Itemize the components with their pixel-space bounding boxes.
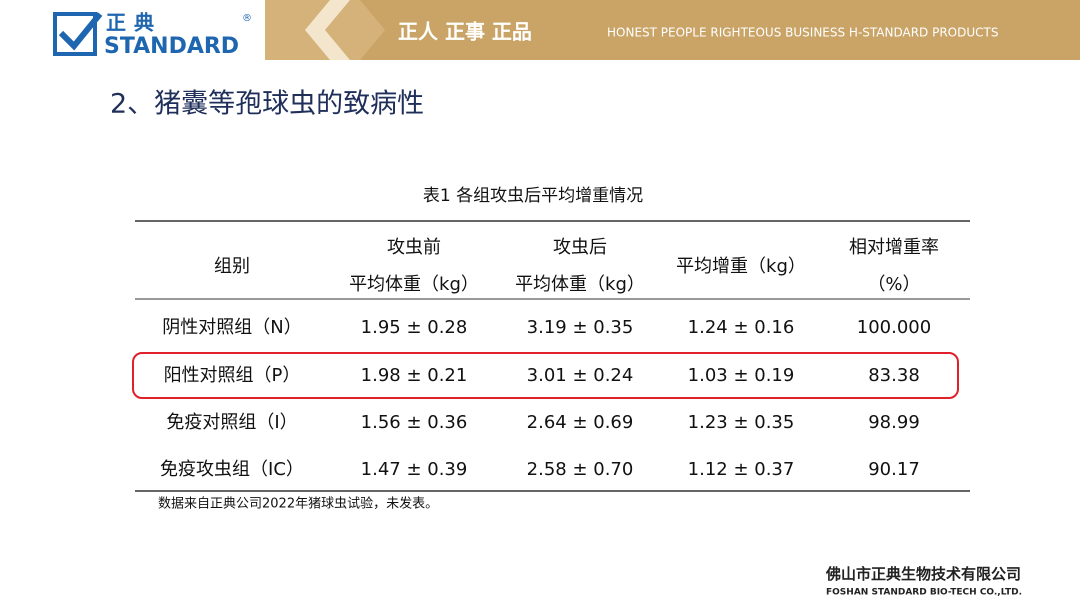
table-cell: 3.01 ± 0.24	[527, 365, 634, 386]
header-cell: 平均增重（kg）	[676, 256, 806, 277]
table-cell: 1.56 ± 0.36	[361, 412, 468, 433]
logo-cn: 正典	[106, 11, 162, 35]
header-cell: 平均体重（kg）	[515, 274, 645, 295]
table-note: 数据来自正典公司2022年猪球虫试验，未发表。	[158, 496, 438, 512]
table-cell: 1.24 ± 0.16	[688, 317, 795, 338]
logo-en: STANDARD	[104, 34, 239, 59]
header-band-inner	[360, 0, 1080, 60]
table-cell: 1.95 ± 0.28	[361, 317, 468, 338]
table-cell: 1.98 ± 0.21	[361, 365, 468, 386]
highlight	[132, 352, 959, 399]
header-cell: 相对增重率	[849, 237, 939, 258]
logo-mark: ®	[242, 13, 252, 24]
slogan-en: HONEST PEOPLE RIGHTEOUS BUSINESS H-STAND…	[607, 26, 998, 40]
table-cell: 阴性对照组（N）	[162, 317, 301, 338]
chevron	[305, 0, 350, 60]
table-cell: 83.38	[868, 365, 920, 386]
header-cell: 平均体重（kg）	[349, 274, 479, 295]
logo-check	[58, 12, 103, 51]
table-cell: 3.19 ± 0.35	[527, 317, 634, 338]
table-cell: 阳性对照组（P）	[164, 365, 301, 386]
company-en: FOSHAN STANDARD BIO-TECH CO.,LTD.	[826, 588, 1022, 598]
table-cell: 100.000	[857, 317, 931, 338]
header-cell: 攻虫后	[553, 237, 607, 258]
table-cell: 1.12 ± 0.37	[688, 459, 795, 480]
heading: 2、猪囊等孢球虫的致病性	[110, 89, 424, 120]
table-cell: 1.03 ± 0.19	[688, 365, 795, 386]
table-cell: 1.47 ± 0.39	[361, 459, 468, 480]
table-cell: 2.64 ± 0.69	[527, 412, 634, 433]
table-cell: 90.17	[868, 459, 920, 480]
header-cell: （%）	[867, 274, 920, 295]
header-cell: 攻虫前	[387, 237, 441, 258]
header-cell: 组别	[214, 256, 250, 277]
table-cell: 2.58 ± 0.70	[527, 459, 634, 480]
table-cell: 免疫对照组（I）	[166, 412, 297, 433]
slogan-cn: 正人 正事 正品	[398, 20, 532, 44]
table-cell: 免疫攻虫组（IC）	[160, 459, 304, 480]
table-caption: 表1 各组攻虫后平均增重情况	[423, 186, 643, 206]
table-cell: 98.99	[868, 412, 920, 433]
company-cn: 佛山市正典生物技术有限公司	[825, 565, 1021, 583]
table-cell: 1.23 ± 0.35	[688, 412, 795, 433]
